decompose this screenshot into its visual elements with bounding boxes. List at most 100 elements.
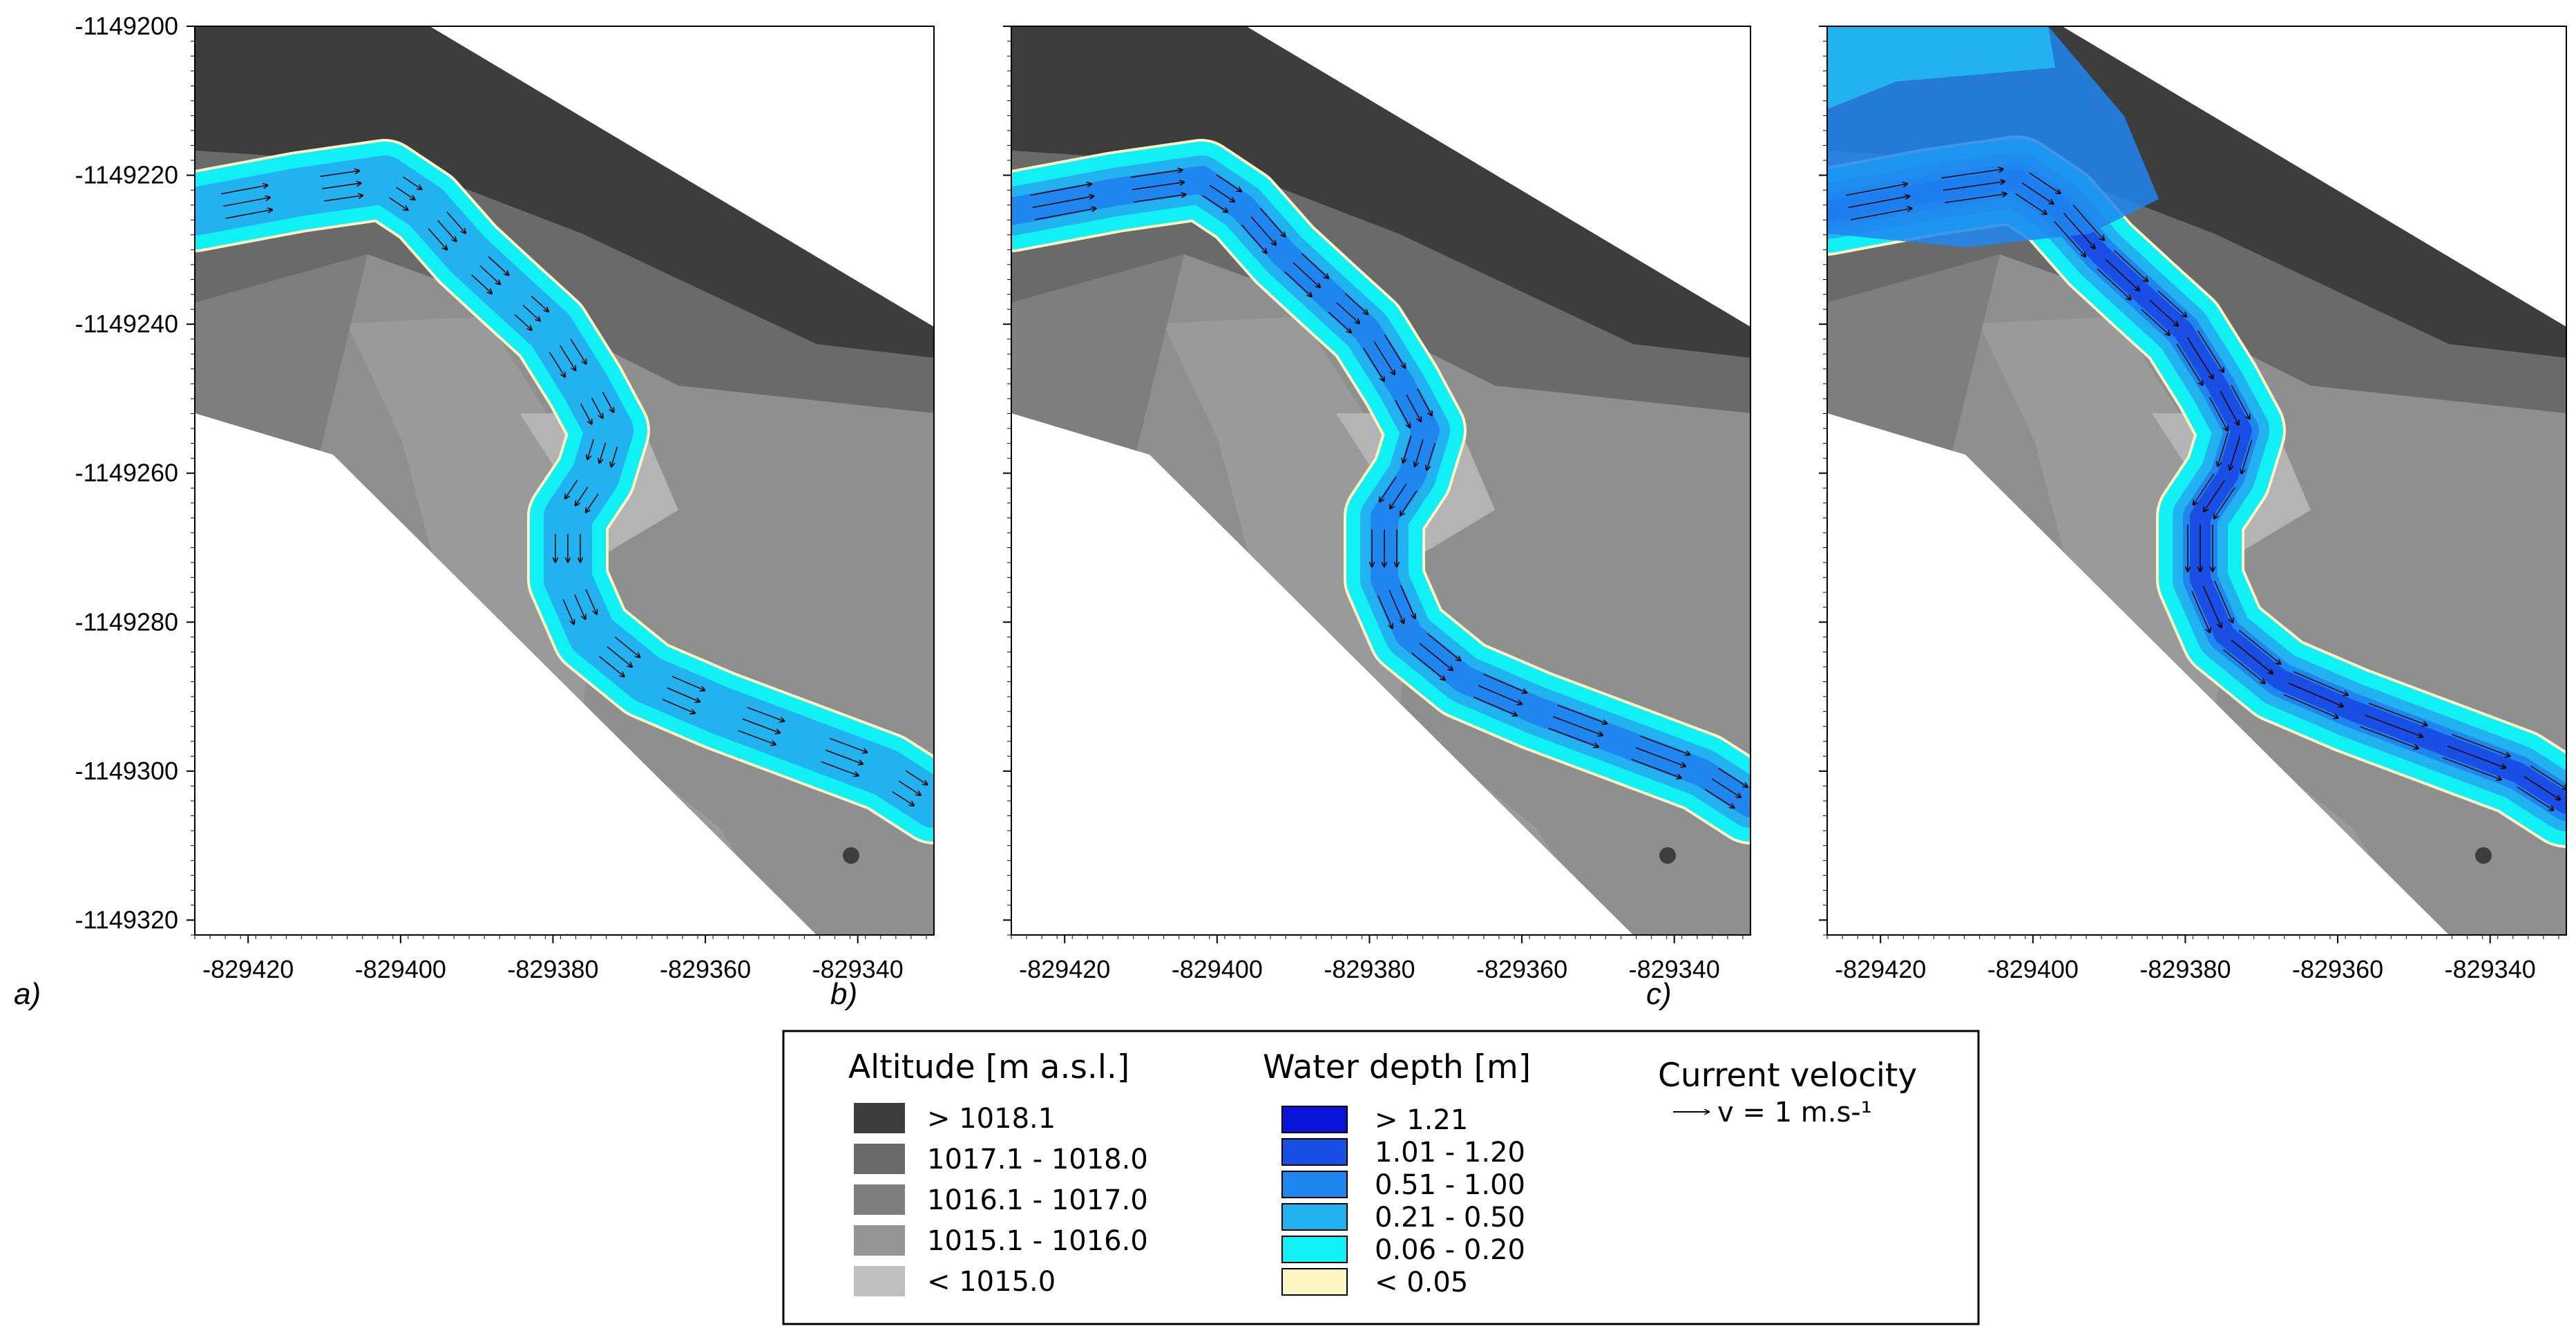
map-panel-1: -829420 -829400 -829380 -829360 -829340 -1149… <box>14 12 935 1011</box>
velocity-arrow <box>2029 172 2060 193</box>
velocity-arrow <box>1395 400 1410 428</box>
velocity-arrow <box>1250 216 1276 245</box>
velocity-arrow <box>2293 671 2348 695</box>
velocity-arrow <box>1635 747 1686 766</box>
velocity-arrow <box>560 345 576 370</box>
velocity-arrow <box>1259 208 1285 237</box>
velocity-arrow <box>825 749 863 764</box>
velocity-arrow <box>747 706 784 721</box>
velocity-arrow <box>1640 735 1690 755</box>
velocity-arrow <box>562 598 574 624</box>
velocity-arrow <box>587 439 595 460</box>
x-tick-label: -829340 <box>2445 955 2536 983</box>
altitude-legend-title: Altitude [m a.s.l.] <box>848 1048 1129 1086</box>
velocity-arrow <box>1415 439 1424 466</box>
velocity-arrow <box>599 656 624 677</box>
velocity-arrows <box>1846 169 2566 811</box>
velocity-arrow <box>892 791 915 806</box>
velocity-arrow <box>223 198 270 207</box>
velocity-arrow <box>2157 290 2186 317</box>
velocity-arrow <box>614 636 640 657</box>
velocity-arrow <box>2022 182 2054 204</box>
velocity-arrow <box>548 352 565 377</box>
velocity-arrow <box>1030 184 1091 196</box>
velocity-arrow <box>1406 394 1421 422</box>
velocity-arrow <box>2202 585 2221 627</box>
velocity-arrow <box>2063 213 2095 249</box>
y-tick-label: -1149300 <box>75 757 178 785</box>
velocity-arrow <box>662 699 695 713</box>
velocity-arrow <box>580 404 592 424</box>
x-tick-label: -829420 <box>202 955 294 983</box>
altitude-legend-swatch <box>854 1225 905 1256</box>
velocity-arrow <box>2283 694 2338 718</box>
velocity-arrows <box>220 171 928 806</box>
depth-legend-label: 0.21 - 0.50 <box>1375 1202 1525 1233</box>
velocity-arrow <box>322 183 361 189</box>
velocity-arrow <box>1704 788 1734 808</box>
out-of-domain-area <box>1011 413 1633 935</box>
y-tick-label: -1149240 <box>75 310 178 338</box>
depth-legend-swatch <box>1281 1236 1348 1263</box>
depth-legend-label: < 0.05 <box>1375 1267 1468 1298</box>
velocity-arrow <box>742 718 780 732</box>
velocity-arrow <box>2072 205 2104 240</box>
velocity-arrow <box>1363 348 1384 381</box>
out-of-domain-area <box>1827 413 2449 935</box>
terrain-west-slope <box>195 254 368 455</box>
velocity-arrow <box>2242 439 2253 473</box>
terrain-pit <box>1659 847 1676 864</box>
flooded-upper-shallow <box>1827 26 2055 109</box>
terrain-pit <box>2475 847 2492 864</box>
velocity-arrow <box>531 295 548 312</box>
velocity-arrow <box>565 480 578 499</box>
legend: Altitude [m a.s.l.] > 1018.1 1017.1 - 101… <box>782 1030 1980 1325</box>
velocity-arrow <box>1130 170 1182 178</box>
velocity-arrow <box>2193 473 2215 505</box>
velocity-arrow <box>2191 590 2210 632</box>
x-tick-label: -829340 <box>1629 955 1720 983</box>
velocity-arrow <box>389 197 408 210</box>
panel-label: b) <box>830 977 857 1011</box>
velocity-arrow <box>2214 580 2233 623</box>
velocity-arrow <box>1328 311 1351 332</box>
depth-legend-swatch <box>1281 1268 1348 1296</box>
terrain-west-slope <box>1827 254 2000 455</box>
velocity-arrow <box>2113 249 2148 281</box>
velocity-arrow <box>2517 786 2554 811</box>
legend-frame <box>782 1030 1980 1325</box>
depth-legend-swatch <box>1281 1171 1348 1198</box>
velocity-arrow <box>514 314 532 330</box>
velocity-arrow <box>1400 585 1415 618</box>
velocity-arrow <box>2208 397 2228 431</box>
velocity-arrow <box>830 737 867 753</box>
velocity-arrow <box>573 594 586 619</box>
altitude-legend-swatch <box>854 1184 905 1215</box>
velocity-arrow <box>2523 775 2561 800</box>
depth-legend-label: > 1.21 <box>1375 1104 1468 1136</box>
x-tick-label: -829360 <box>1476 955 1567 983</box>
velocity-arrow <box>1241 225 1267 254</box>
depth-legend-label: 0.06 - 0.20 <box>1375 1234 1525 1266</box>
velocity-arrow <box>1390 483 1407 509</box>
out-of-domain-area <box>195 413 817 935</box>
altitude-legend-swatch <box>854 1266 905 1296</box>
velocity-arrow <box>602 391 613 412</box>
velocity-arrow <box>1848 196 1909 208</box>
velocity-arrow <box>1419 643 1453 670</box>
panel-frame <box>1011 26 1751 936</box>
velocity-arrow <box>2141 309 2170 336</box>
velocity-arrow <box>575 486 589 506</box>
altitude-legend-swatch <box>854 1103 905 1133</box>
velocity-arrow <box>1945 193 2007 203</box>
velocity-arrow <box>220 185 268 195</box>
velocity-arrow <box>1284 271 1312 296</box>
velocity-arrow <box>2214 487 2235 518</box>
flooded-upper-area <box>1827 26 2159 247</box>
velocity-arrow <box>1301 253 1328 278</box>
panel-frame <box>1826 26 2567 936</box>
velocity-arrow <box>1548 728 1599 747</box>
terrain-pit <box>843 847 859 864</box>
altitude-legend-label: > 1018.1 <box>927 1103 1056 1135</box>
